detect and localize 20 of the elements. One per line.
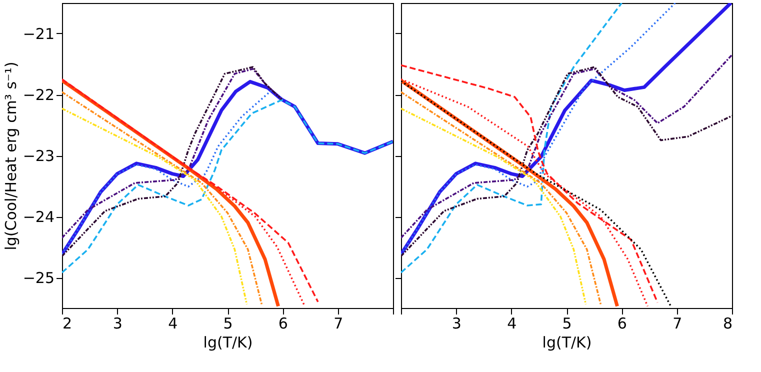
x-tick-label: 3 xyxy=(112,314,122,332)
y-tick-label: −21 xyxy=(22,25,54,43)
x-tick-label: 6 xyxy=(278,314,288,332)
x-tick-label: 8 xyxy=(722,314,732,332)
x-tick-label: 5 xyxy=(562,314,572,332)
x-tick-label: 7 xyxy=(672,314,682,332)
x-tick-label: 4 xyxy=(168,314,178,332)
x-axis-title: lg(T/K) xyxy=(203,334,253,352)
x-tick-label: 2 xyxy=(62,314,72,332)
y-tick-label: −25 xyxy=(22,269,54,287)
x-axis-title: lg(T/K) xyxy=(542,334,592,352)
x-tick-label: 7 xyxy=(334,314,344,332)
y-tick-label: −24 xyxy=(22,208,54,226)
x-tick-label: 6 xyxy=(617,314,627,332)
x-tick-label: 3 xyxy=(452,314,462,332)
y-tick-label: −22 xyxy=(22,86,54,104)
y-tick-label: −23 xyxy=(22,147,54,165)
y-axis-title: lg(Cool/Heat erg cm³ s⁻¹) xyxy=(2,62,20,250)
x-tick-label: 4 xyxy=(507,314,517,332)
x-tick-label: 5 xyxy=(223,314,233,332)
